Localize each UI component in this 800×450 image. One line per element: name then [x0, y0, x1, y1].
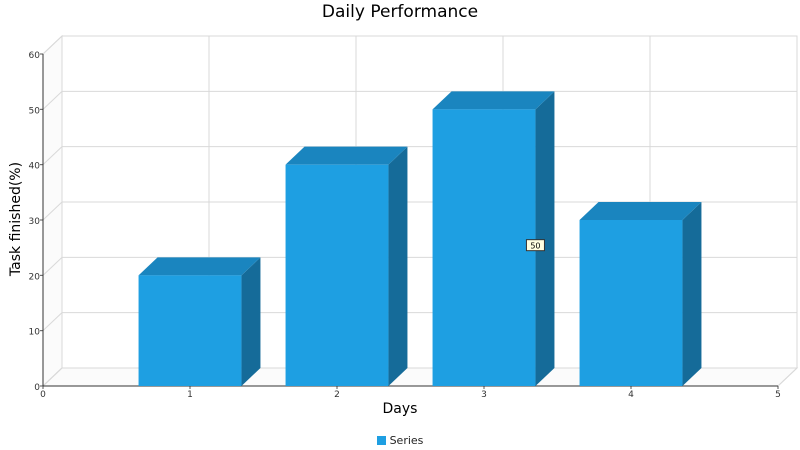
- bar-side: [682, 202, 702, 386]
- grid-line-side: [42, 35, 63, 55]
- grid-line-side: [42, 312, 63, 332]
- bar-side: [388, 146, 408, 386]
- chart-title: Daily Performance: [321, 2, 479, 22]
- bar: [138, 275, 242, 386]
- x-tick-label: 1: [187, 390, 193, 400]
- bar-top: [579, 202, 702, 220]
- data-label: 50: [525, 239, 545, 252]
- y-tick-label: 20: [29, 272, 41, 282]
- legend-swatch: [376, 436, 386, 445]
- bar-top: [432, 91, 555, 110]
- grid-line-side: [42, 256, 63, 276]
- grid-line-floor: [777, 367, 798, 387]
- bar: [579, 220, 683, 386]
- y-tick-label: 10: [29, 328, 41, 338]
- y-tick-label: 50: [29, 106, 41, 116]
- legend[interactable]: Series: [0, 434, 800, 447]
- bar-side: [535, 91, 555, 386]
- bar: [432, 109, 536, 386]
- bar: [285, 164, 389, 386]
- bar-side: [241, 257, 261, 386]
- data-label-text: 50: [530, 242, 540, 251]
- x-tick-label: 5: [775, 390, 781, 400]
- bar-top: [138, 257, 261, 276]
- y-tick-label: 0: [34, 383, 40, 393]
- bar-top: [285, 146, 408, 165]
- y-tick-label: 40: [29, 162, 41, 172]
- grid-line-side: [42, 146, 63, 166]
- grid-line-side: [42, 90, 63, 110]
- grid-line-floor: [42, 367, 63, 387]
- x-tick-label: 2: [334, 390, 340, 400]
- y-tick-label: 30: [29, 217, 41, 227]
- y-axis-label: Task finished(%): [8, 161, 24, 277]
- y-tick-label: 60: [29, 51, 41, 61]
- legend-label: Series: [389, 434, 424, 447]
- grid-line-side: [42, 201, 63, 221]
- x-axis-label: Days: [382, 401, 418, 417]
- data-label-box: [525, 239, 545, 252]
- x-tick-label: 3: [481, 390, 487, 400]
- x-tick-label: 4: [628, 390, 634, 400]
- x-tick-label: 0: [40, 390, 46, 400]
